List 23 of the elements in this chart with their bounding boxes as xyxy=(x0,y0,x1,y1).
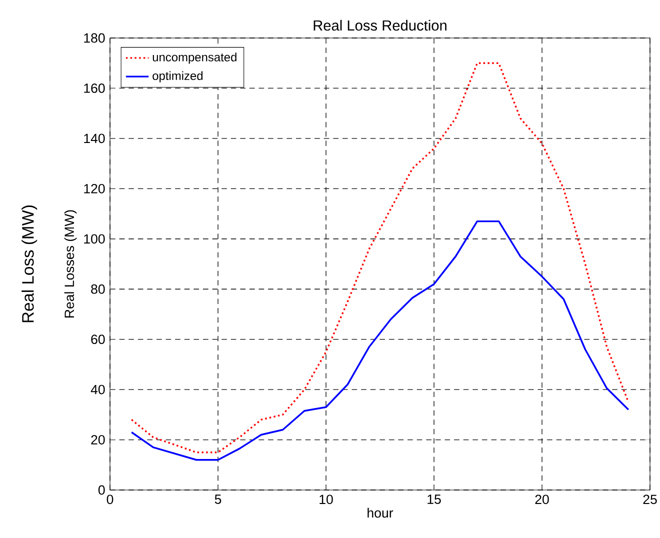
y-tick-label: 160 xyxy=(84,84,105,93)
x-tick-label: 15 xyxy=(428,494,441,504)
y-tick-label: 20 xyxy=(91,435,105,444)
chart-title: Real Loss Reduction xyxy=(314,20,446,31)
x-tick-label: 0 xyxy=(106,494,114,504)
legend-label: optimized xyxy=(152,71,202,82)
y-tick-label: 180 xyxy=(84,33,105,43)
line-series xyxy=(130,62,630,454)
y-tick-label: 40 xyxy=(90,384,105,394)
y-tick-label: 0 xyxy=(98,485,105,495)
y-tick-label: 100 xyxy=(84,234,105,244)
x-tick-label: 20 xyxy=(535,494,549,504)
x-tick-label: 5 xyxy=(214,494,222,504)
x-tick-label: 25 xyxy=(643,494,657,504)
y-tick-label: 140 xyxy=(84,134,105,144)
x-tick-label: 10 xyxy=(320,494,333,504)
y-tick-label: 80 xyxy=(91,284,105,294)
y-tick-label: 120 xyxy=(84,184,105,194)
text: Real Loss (MW) xyxy=(22,206,38,322)
legend-label: uncompensated xyxy=(152,52,236,64)
y-tick-label: 60 xyxy=(91,334,105,344)
x-axis-title: hour xyxy=(368,508,394,518)
y-axis-title: Real Losses (MW) xyxy=(64,210,77,318)
